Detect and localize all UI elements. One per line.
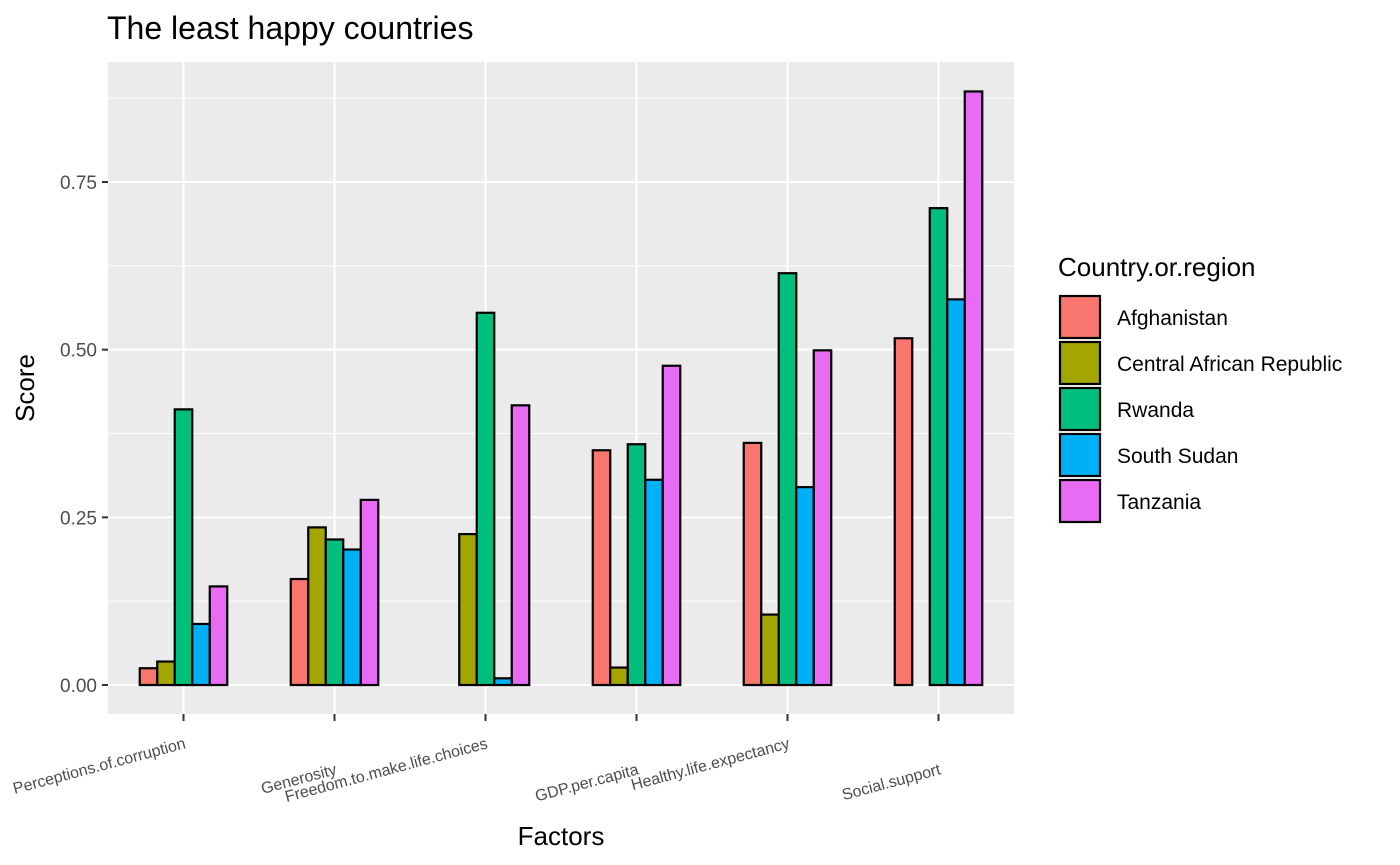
bar-tanzania <box>963 90 984 687</box>
bar-rwanda <box>324 538 345 687</box>
legend-swatch-tanzania <box>1058 478 1102 524</box>
legend-items: Afghanistan Central African Republic Rwand… <box>1058 294 1342 524</box>
bar-rwanda <box>928 207 949 687</box>
chart-title: The least happy countries <box>107 10 473 46</box>
legend-swatch-south-sudan <box>1058 432 1102 478</box>
y-tick-label: 0.75 <box>60 173 97 194</box>
bar-tanzania <box>359 498 380 687</box>
legend-swatch-afghanistan <box>1058 294 1102 340</box>
bar-afghanistan <box>138 667 159 687</box>
bar-south-sudan <box>644 478 664 687</box>
legend: Country.or.region Afghanistan Central Afr… <box>1058 252 1342 524</box>
legend-title: Country.or.region <box>1058 252 1256 282</box>
legend-label-central-african-republic: Central African Republic <box>1117 353 1342 376</box>
y-axis: 0.00 0.25 0.50 0.75 <box>60 173 108 697</box>
bar-central-african-republic <box>760 613 780 687</box>
bar-south-sudan <box>946 298 966 687</box>
bar-afghanistan <box>893 337 914 687</box>
bar-south-sudan <box>795 486 815 687</box>
bar-south-sudan <box>191 622 211 687</box>
bar-central-african-republic <box>609 666 629 687</box>
legend-label-south-sudan: South Sudan <box>1117 445 1238 468</box>
x-tick-label: Social.support <box>840 761 943 804</box>
y-tick-label: 0.00 <box>60 676 97 697</box>
bar-tanzania <box>812 349 833 687</box>
y-axis-title: Score <box>10 354 40 422</box>
x-axis: Perceptions.of.corruption GenerosityFreed… <box>11 714 943 806</box>
x-tick-label: Perceptions.of.corruption <box>11 735 187 797</box>
bar-tanzania <box>510 404 531 687</box>
bar-tanzania <box>208 585 229 687</box>
bar-central-african-republic <box>458 532 478 687</box>
bar-afghanistan <box>742 441 763 687</box>
x-axis-title: Factors <box>518 821 605 851</box>
legend-swatch-central-african-republic <box>1058 340 1102 386</box>
bar-afghanistan <box>591 449 612 687</box>
plot-panel <box>108 62 1014 714</box>
legend-label-tanzania: Tanzania <box>1117 491 1201 514</box>
legend-label-afghanistan: Afghanistan <box>1117 307 1228 330</box>
x-tick-label: GDP.per.capita <box>533 761 640 805</box>
y-tick-label: 0.25 <box>60 508 97 529</box>
x-tick-label: Healthy.life.expectancy <box>629 735 791 794</box>
bar-rwanda <box>173 408 194 687</box>
y-tick-label: 0.50 <box>60 341 97 362</box>
legend-swatch-rwanda <box>1058 386 1102 432</box>
bar-afghanistan <box>289 577 310 687</box>
bar-south-sudan <box>342 548 362 687</box>
bar-central-african-republic <box>307 526 327 687</box>
bars <box>138 90 984 687</box>
bar-rwanda <box>475 311 496 687</box>
bar-rwanda <box>777 272 798 687</box>
legend-label-rwanda: Rwanda <box>1117 399 1194 422</box>
bar-central-african-republic <box>156 660 176 687</box>
bar-south-sudan <box>493 677 513 687</box>
bar-tanzania <box>661 364 682 687</box>
bar-rwanda <box>626 443 647 687</box>
